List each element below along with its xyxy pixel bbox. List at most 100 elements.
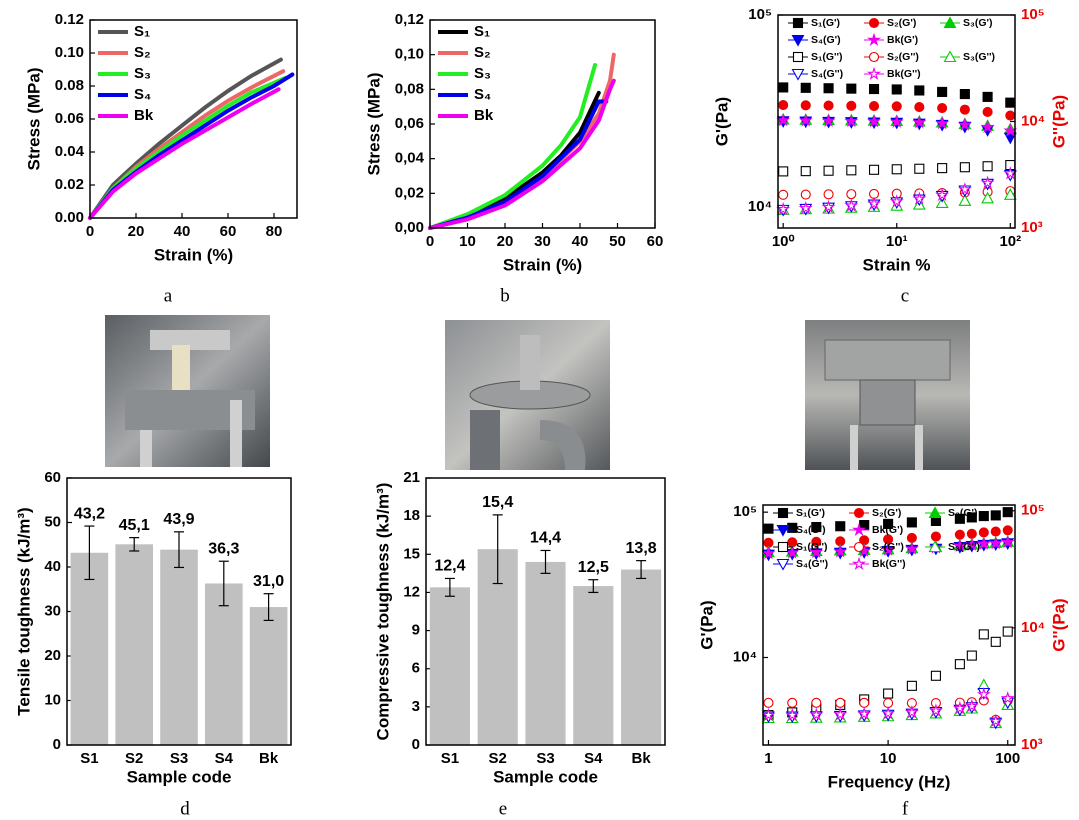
legend-marker	[791, 34, 805, 47]
y2-tick-label: 10³	[1021, 736, 1043, 753]
x-tick-label: 50	[609, 233, 626, 250]
marker	[982, 106, 993, 118]
value-label: 14,4	[530, 530, 561, 547]
y-tick-label: 0	[53, 736, 61, 753]
marker	[883, 518, 894, 529]
marker	[912, 191, 927, 205]
value-label: 13,8	[626, 540, 657, 557]
x-tick-label: S3	[536, 750, 554, 767]
marker	[982, 161, 993, 172]
y2-tick-label: 10⁵	[1021, 502, 1045, 519]
marker	[833, 707, 848, 721]
y-tick-label: 21	[403, 469, 420, 486]
legend-marker	[866, 32, 882, 46]
x-tick-label: Bk	[259, 750, 279, 767]
bar	[115, 544, 154, 745]
legend-marker	[853, 507, 865, 519]
marker	[930, 670, 941, 681]
marker	[990, 526, 1001, 537]
marker	[990, 510, 1001, 521]
series-line	[88, 75, 288, 220]
y2-tick-label: 10⁵	[1021, 6, 1045, 23]
y-tick-label: 0,04	[395, 150, 425, 167]
error-bar	[540, 549, 551, 574]
legend-marker	[792, 17, 804, 29]
y2-tick-label: 10³	[1021, 219, 1043, 236]
marker	[937, 163, 948, 174]
y-tick-label: 0.10	[55, 44, 84, 61]
y2-tick-label: 10⁴	[1021, 619, 1045, 636]
marker	[778, 100, 789, 111]
y-axis-title: G'(Pa)	[697, 600, 716, 649]
legend-marker	[928, 506, 942, 519]
y-tick-label: 10⁴	[748, 198, 772, 215]
value-label: 12,4	[434, 558, 465, 575]
y-tick-label: 0,10	[395, 46, 424, 63]
marker	[800, 82, 811, 93]
plot-frame	[429, 19, 656, 229]
y-tick-label: 0.08	[55, 77, 84, 94]
x-tick-label: S4	[584, 750, 603, 767]
marker	[957, 117, 972, 131]
x-axis-title: Frequency (Hz)	[828, 772, 951, 791]
y-tick-label: 0.06	[55, 110, 84, 127]
legend-label: Bk(G'')	[887, 68, 921, 80]
marker	[811, 697, 822, 708]
series-line	[428, 63, 597, 230]
error-bar	[218, 560, 229, 607]
y-axis-title: Tensile toughness (kJ/m³)	[14, 507, 33, 715]
y-tick-label: 12	[403, 583, 420, 600]
marker	[964, 537, 979, 551]
legend-marker	[853, 541, 865, 553]
error-bar	[84, 525, 95, 581]
y-tick-label: 0,08	[395, 80, 424, 97]
x-tick-label: 20	[497, 233, 514, 250]
bar	[249, 607, 288, 745]
legend-label: S₄	[474, 86, 491, 103]
marker	[952, 538, 967, 552]
error-bar	[492, 514, 503, 585]
marker	[937, 86, 948, 97]
marker	[966, 528, 977, 539]
y-tick-label: 10	[44, 691, 61, 708]
x-tick-label: 0	[86, 223, 94, 240]
marker	[868, 101, 880, 112]
marker	[821, 199, 836, 214]
marker	[889, 114, 904, 128]
value-label: 43,2	[74, 505, 105, 522]
marker	[809, 707, 824, 721]
x-tick-label: 10⁰	[772, 233, 795, 250]
x-axis-title: Sample code	[127, 767, 232, 786]
y-tick-label: 30	[44, 602, 61, 619]
legend-label: S₄(G')	[811, 34, 841, 46]
marker	[906, 680, 917, 691]
marker	[912, 115, 927, 129]
x-tick-label: 10¹	[886, 233, 908, 250]
panel: b 0,00 0,02 0,04 0,06 0,08 0,10 0,12 Stress (MPa…	[364, 11, 663, 306]
marker	[844, 198, 859, 212]
legend-label: S₃(G')	[948, 507, 978, 519]
x-tick-label: 40	[174, 223, 191, 240]
legend-label: Bk(G'')	[872, 558, 906, 570]
y-tick-label: 0,06	[395, 115, 424, 132]
panel: a 0.00 0.02 0.04 0.06 0.08 0.10 0.12 Stress (MPa…	[24, 11, 298, 306]
bar	[573, 586, 614, 745]
legend-label: S₄(G')	[796, 524, 826, 536]
value-label: 12,5	[578, 559, 609, 576]
panel: e 0 3 6 9 12 15 18 21 Compressive toughness (kJ/m…	[373, 469, 666, 819]
marker	[889, 194, 904, 208]
error-bar	[174, 531, 184, 569]
marker	[868, 83, 880, 95]
legend-label: S₂(G')	[872, 507, 901, 519]
marker	[785, 545, 800, 559]
marker	[935, 116, 950, 130]
marker	[823, 165, 834, 176]
marker	[966, 650, 977, 661]
y-tick-label: 0.04	[55, 143, 85, 160]
legend-label: S₂(G'')	[872, 541, 904, 553]
legend-label: S₃(G'')	[948, 541, 980, 553]
marker	[776, 113, 791, 127]
marker	[988, 535, 1003, 550]
value-label: 45,1	[119, 517, 150, 534]
marker	[906, 532, 917, 543]
